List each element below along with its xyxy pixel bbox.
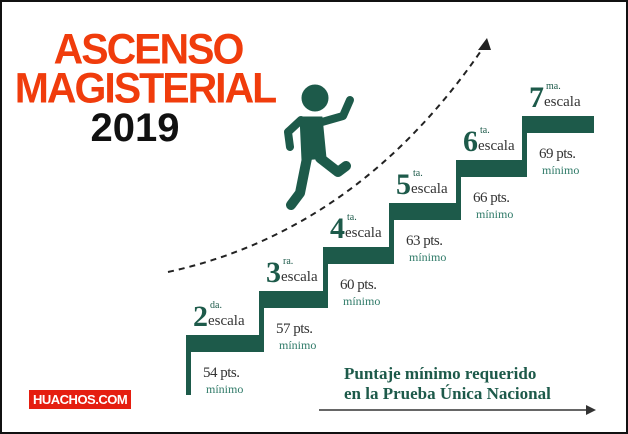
step-ordinal: ma. [546,81,561,92]
step-minimum-note: mínimo [206,382,244,396]
caption-line1: Puntaje mínimo requerido [344,364,537,383]
step-ordinal: ta. [413,168,423,179]
step-minimum-note: mínimo [476,207,514,221]
step-word: escala [208,313,245,329]
stair-riser [522,116,527,177]
stair-step [389,203,460,220]
title-line1: ASCENSO [53,24,245,74]
step-ordinal: ra. [283,256,294,267]
step-ordinal: ta. [480,125,490,136]
arrowhead-icon [478,38,491,50]
step-points: 66 pts. [473,190,510,206]
step-label: 4 ta. escala [330,212,382,245]
step-number: 2 [193,300,208,333]
step-points: 63 pts. [406,233,443,249]
stair-riser [186,335,191,395]
stair-step [456,160,527,177]
bottom-arrowhead-icon [586,405,596,415]
step-points: 57 pts. [276,321,313,337]
step-number: 4 [330,212,345,245]
step-minimum-note: mínimo [542,163,580,177]
step-word: escala [345,225,382,241]
step-word: escala [411,181,448,197]
step-label: 6 ta. escala [463,125,515,158]
stair-riser [456,160,461,220]
step-points: 54 pts. [203,365,240,381]
step-label: 7 ma. escala [529,81,581,114]
step-label: 3 ra. escala [266,256,318,289]
step-label: 5 ta. escala [396,168,448,201]
climber-figure-icon [284,84,354,210]
caption-line2: en la Prueba Única Nacional [344,384,551,403]
step-word: escala [478,138,515,154]
stair-step [323,247,392,264]
stair-riser [323,247,328,308]
title-year: 2019 [90,106,180,150]
step-number: 6 [463,125,478,158]
step-label: 2 da. escala [193,300,245,333]
step-ordinal: ta. [347,212,357,223]
stair-riser [389,203,394,264]
caption: Puntaje mínimo requerido en la Prueba Ún… [344,364,551,404]
step-points: 60 pts. [340,277,377,293]
step-ordinal: da. [210,300,222,311]
dashed-curve-arrow [167,44,486,273]
title-line2: MAGISTERIAL [14,63,277,113]
stair-riser [259,291,264,352]
stair-step [522,116,594,133]
step-word: escala [281,269,318,285]
step-minimum-note: mínimo [409,250,447,264]
step-word: escala [544,94,581,110]
stair-step [186,335,262,352]
step-number: 3 [266,256,281,289]
site-logo: HUACHOS.COM [29,390,132,409]
step-minimum-note: mínimo [343,294,381,308]
step-number: 7 [529,81,544,114]
stair-step [259,291,327,308]
step-number: 5 [396,168,411,201]
step-minimum-note: mínimo [279,338,317,352]
step-points: 69 pts. [539,146,576,162]
